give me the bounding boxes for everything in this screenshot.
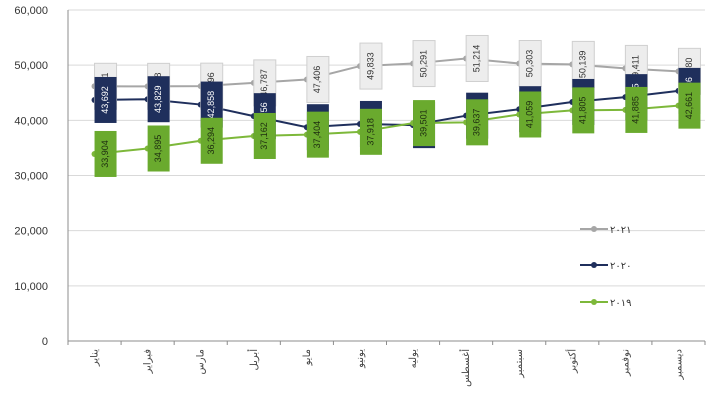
data-label-box xyxy=(359,42,383,90)
x-tick-label: يوليه xyxy=(408,349,419,369)
data-label-box xyxy=(413,100,436,147)
data-label-box xyxy=(200,81,223,128)
legend-marker xyxy=(591,262,597,268)
data-label-box xyxy=(306,111,329,158)
data-label: 36,294 xyxy=(206,127,216,155)
x-tick-label: نوفمبر xyxy=(620,349,631,377)
data-label: 50,291 xyxy=(418,50,428,78)
data-label-box xyxy=(412,40,436,88)
legend-label: ٢٠٢١ xyxy=(610,225,631,236)
data-label: 39,501 xyxy=(418,109,428,137)
data-label: 46,787 xyxy=(259,69,269,97)
x-tick-label: أغسطس xyxy=(459,349,472,387)
data-label: 41,059 xyxy=(525,101,535,129)
data-label-box xyxy=(147,125,170,172)
x-tick-label: يناير xyxy=(90,349,101,367)
data-label: 33,904 xyxy=(100,140,110,168)
legend-label: ٢٠١٩ xyxy=(610,298,631,309)
y-tick-label: 10,000 xyxy=(14,281,48,293)
data-label: 49,411 xyxy=(631,55,641,82)
data-label: 39,637 xyxy=(472,109,482,137)
data-label: 42,661 xyxy=(684,92,694,120)
data-label-box xyxy=(200,117,223,164)
legend-label: ٢٠٢٠ xyxy=(610,261,631,272)
data-label-box xyxy=(94,130,117,177)
x-tick-label: يونيو xyxy=(355,349,366,369)
data-label-box xyxy=(147,76,170,123)
data-label-box xyxy=(572,87,595,134)
data-label-box xyxy=(678,82,701,129)
data-label: 50,139 xyxy=(578,51,588,79)
data-label: 34,895 xyxy=(153,135,163,163)
x-tick-label: مارس xyxy=(196,349,207,374)
data-label-box xyxy=(306,55,330,103)
legend-marker xyxy=(591,226,597,232)
y-tick-label: 40,000 xyxy=(14,115,48,127)
data-label: 43,692 xyxy=(100,86,110,114)
x-tick-label: ديسمبر xyxy=(673,349,684,380)
x-tick-label: أكتوبر xyxy=(565,349,578,374)
legend-marker xyxy=(591,299,597,305)
data-label: 43,829 xyxy=(153,85,163,113)
data-label: 49,833 xyxy=(365,52,375,80)
y-tick-label: 0 xyxy=(42,336,48,348)
data-label: 42,858 xyxy=(206,91,216,119)
data-label-box xyxy=(465,34,489,82)
data-label-box xyxy=(625,86,648,133)
y-tick-label: 20,000 xyxy=(14,226,48,238)
data-label: 50,303 xyxy=(525,50,535,78)
data-label-box xyxy=(359,108,382,155)
data-label: 41,805 xyxy=(578,97,588,125)
x-tick-label: سبتمبر xyxy=(514,349,525,379)
data-label: 41,885 xyxy=(631,96,641,124)
y-tick-label: 50,000 xyxy=(14,60,48,72)
data-label-box xyxy=(253,112,276,159)
data-label-box xyxy=(519,91,542,138)
data-label: 47,406 xyxy=(312,66,322,94)
data-label-box xyxy=(466,99,489,146)
data-label-box xyxy=(94,76,117,123)
data-label: 37,162 xyxy=(259,122,269,150)
y-tick-label: 60,000 xyxy=(14,5,48,17)
data-label: 37,918 xyxy=(365,118,375,146)
data-label: 51,214 xyxy=(472,45,482,73)
y-tick-label: 30,000 xyxy=(14,171,48,183)
data-label: 37,404 xyxy=(312,121,322,149)
x-tick-label: مايو xyxy=(302,349,313,366)
x-tick-label: أبريل xyxy=(247,349,260,371)
x-tick-label: فبراير xyxy=(143,349,154,375)
